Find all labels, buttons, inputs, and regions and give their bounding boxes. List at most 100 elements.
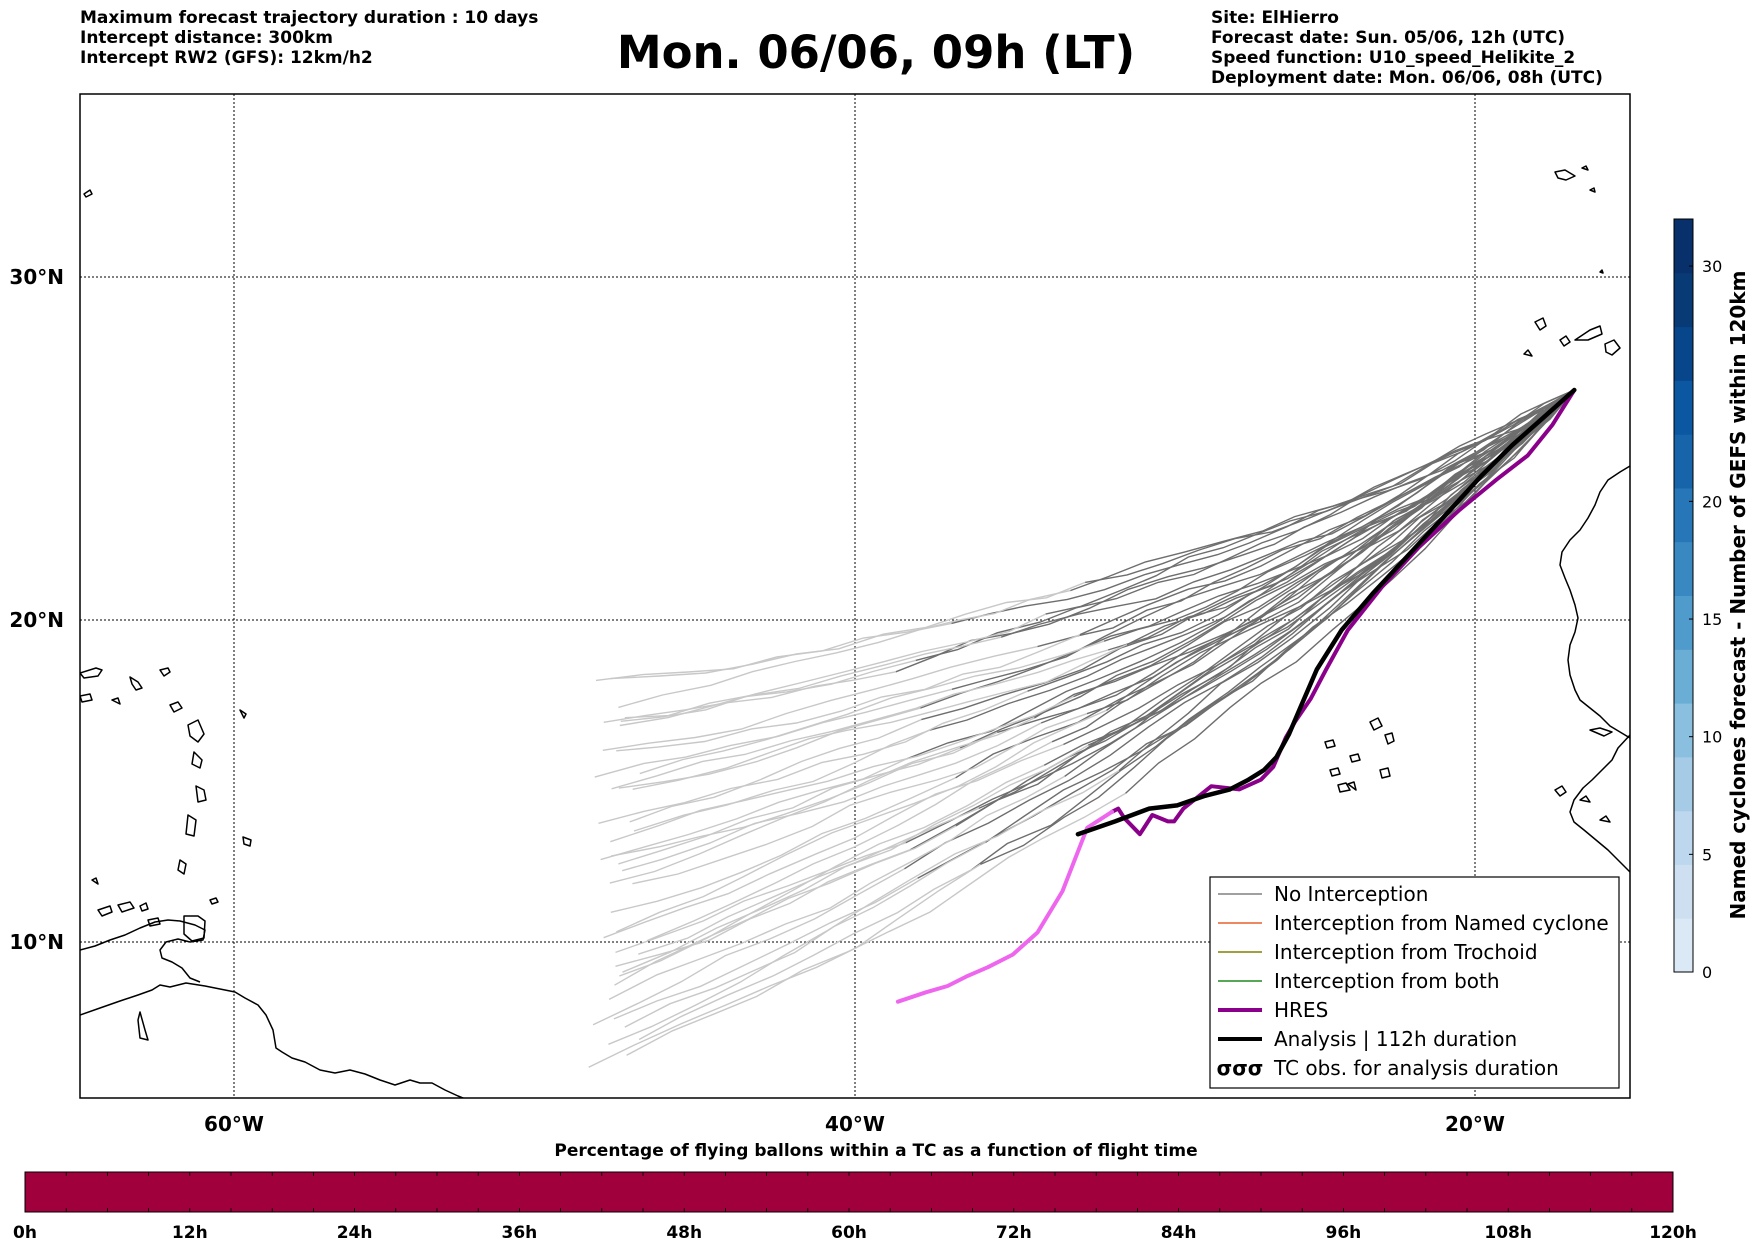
lon-tick-label: 40°W: [825, 1112, 885, 1136]
ensemble-trajectory-tail: [619, 613, 1046, 727]
ensemble-trajectory-line: [1037, 389, 1575, 648]
cyclone-symbols-icon: σσσ: [1217, 1056, 1264, 1080]
south-america-coast: [80, 982, 466, 1098]
legend-box: [1209, 876, 1620, 1089]
legend-item-label: Analysis | 112h duration: [1274, 1027, 1517, 1051]
ensemble-trajectory-line: [1070, 389, 1575, 592]
ensemble-trajectory-tail: [592, 868, 905, 1026]
right-colorbar: 0 5 10 15 20 30 Named cyclones forecast - Num…: [1673, 218, 1750, 982]
colorbar-tick-label: 20: [1702, 492, 1722, 511]
ensemble-trajectory-tail: [603, 743, 1064, 939]
lon-tick-label: 20°W: [1445, 1112, 1505, 1136]
main-trajectories: [895, 387, 1577, 1004]
martinique-island: [185, 814, 197, 837]
ensemble-trajectory-tail: [638, 869, 972, 1041]
guyana-coast: [137, 1011, 149, 1041]
ensemble-trajectory-tail: [603, 671, 896, 723]
bottom-colorbar-title: Percentage of flying ballons within a TC…: [554, 1141, 1198, 1161]
ensemble-trajectory-tail: [588, 863, 981, 1068]
salvage-islets: [1599, 269, 1604, 274]
bottom-colorbar-tick-label: 108h: [1484, 1223, 1532, 1241]
legend-item-label: HRES: [1274, 998, 1328, 1022]
ensemble-trajectory-tail: [598, 690, 1028, 824]
colorbar-segment: [1674, 595, 1693, 650]
legend: No Interception Interception from Named c…: [1209, 876, 1620, 1089]
ensemble-trajectory-tail: [646, 741, 1053, 942]
ensemble-trajectory-tail: [620, 659, 916, 722]
legend-item-label: No Interception: [1274, 882, 1428, 906]
colorbar-tick-label: 10: [1702, 728, 1722, 747]
ensemble-trajectory-tail: [616, 634, 1081, 752]
aruba-island: [97, 905, 113, 917]
virgin-islands: [129, 676, 143, 691]
colorbar-tick-label: 30: [1702, 257, 1722, 276]
axis-tick-labels: 60°W 40°W 20°W 30°N 20°N 10°N: [9, 265, 1505, 1136]
colorbar-segment: [1674, 864, 1693, 919]
cape-verde-islands: [1324, 717, 1395, 793]
legend-item-label: Interception from Named cyclone: [1274, 911, 1609, 935]
legend-item-label: Interception from Trochoid: [1274, 940, 1538, 964]
colorbar-segment: [1674, 326, 1693, 381]
margarita-island: [147, 917, 161, 927]
ensemble-trajectory-line: [1045, 389, 1575, 615]
ensemble-trajectory-tail: [619, 764, 1045, 977]
right-colorbar-frame: [1673, 218, 1694, 973]
bottom-colorbar-tick-label: 60h: [831, 1223, 867, 1241]
ensemble-trajectory-tail: [618, 707, 921, 789]
bottom-colorbar-tick-label: 48h: [666, 1223, 702, 1241]
analysis-trajectory: [1075, 387, 1577, 837]
ensemble-trajectory-line: [980, 389, 1575, 866]
trinidad-island: [183, 915, 206, 942]
colorbar-tick-label: 15: [1702, 610, 1722, 629]
ensemble-trajectory-tail: [626, 792, 1126, 1056]
ensemble-trajectory-tail: [616, 709, 1107, 933]
bottom-colorbar-tick-label: 96h: [1326, 1223, 1362, 1241]
ensemble-trajectory-line: [996, 389, 1575, 734]
ensemble-trajectory-tail: [600, 758, 907, 861]
lat-tick-label: 20°N: [9, 608, 64, 632]
legend-item-label: TC obs. for analysis duration: [1273, 1056, 1559, 1080]
ensemble-trajectory-tail: [602, 645, 1038, 751]
deployment-date-text: Deployment date: Mon. 06/06, 08h (UTC): [1211, 68, 1603, 88]
colorbar-segment: [1674, 810, 1693, 865]
ensemble-trajectory-line: [1040, 389, 1575, 724]
bottom-colorbar-tick-label: 24h: [337, 1223, 373, 1241]
ensemble-trajectory-tail: [632, 713, 1088, 885]
bermuda-island: [83, 189, 93, 198]
bottom-colorbar-tick-label: 0h: [13, 1223, 37, 1241]
canary-islands: [1523, 317, 1621, 357]
right-colorbar-label: Named cyclones forecast - Number of GEFS…: [1726, 271, 1750, 920]
bottom-colorbar-tick-label: 84h: [1161, 1223, 1197, 1241]
puerto-rico-island: [80, 667, 103, 679]
ensemble-trajectory-line: [1051, 389, 1575, 743]
hres-trajectory: [895, 809, 1114, 1004]
ensemble-trajectory-tail: [615, 842, 906, 954]
ensemble-trajectory-tail: [632, 643, 1128, 790]
ensemble-trajectory-tail: [624, 841, 986, 1028]
ensemble-trajectory-tail: [609, 717, 1035, 884]
ensemble-trajectory-tail: [618, 589, 1071, 709]
tobago-island: [209, 897, 219, 905]
intercept-distance-text: Intercept distance: 300km: [80, 28, 333, 48]
bottom-colorbar-fill: [24, 1171, 1674, 1213]
ensemble-trajectory-tail: [610, 777, 956, 913]
ensemble-trajectory-tail: [622, 722, 1042, 872]
curacao-island: [117, 901, 135, 913]
ensemble-trajectory-tail: [629, 718, 922, 823]
antigua-island: [187, 719, 205, 743]
lat-tick-label: 10°N: [9, 930, 64, 954]
colorbar-segment: [1674, 918, 1693, 973]
africa-coast: [1559, 465, 1630, 739]
colorbar-segment: [1674, 541, 1693, 596]
bottom-colorbar-tick-label: 72h: [996, 1223, 1032, 1241]
hispaniola-fragment: [80, 693, 93, 703]
colorbar-tick-label: 0: [1702, 963, 1712, 982]
ensemble-trajectory-tail: [608, 775, 1065, 1001]
max-duration-text: Maximum forecast trajectory duration : 1…: [80, 8, 539, 28]
coastlines: [80, 165, 1630, 1098]
speed-function-text: Speed function: U10_speed_Helikite_2: [1211, 48, 1576, 68]
site-text: Site: ElHierro: [1211, 8, 1339, 28]
ensemble-trajectory-tail: [618, 747, 961, 865]
colorbar-segment: [1674, 219, 1693, 274]
